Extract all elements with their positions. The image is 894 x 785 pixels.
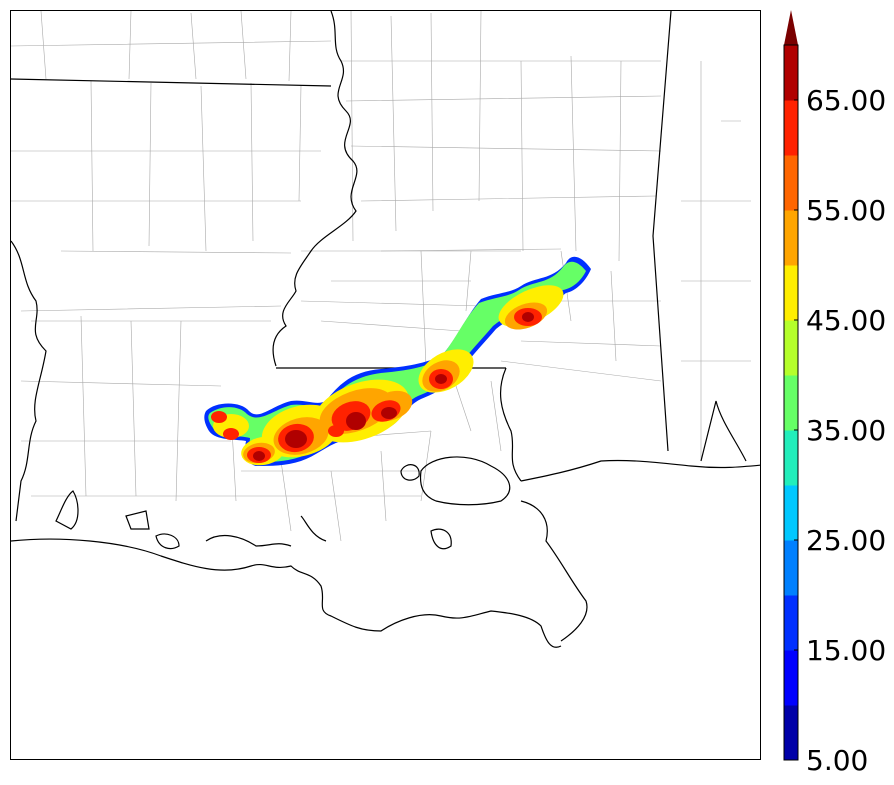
colorbar-band [784,705,798,761]
reflectivity-cell [253,451,265,461]
county-lines [11,11,751,542]
reflectivity-cell [223,428,239,440]
colorbar-band [784,155,798,211]
colorbar: 5.00 15.00 25.00 35.00 45.00 55.00 65.00 [783,10,886,777]
reflectivity-cell [381,407,397,419]
map-panel [10,10,761,760]
colorbar-tick-label: 55.00 [806,194,886,227]
colorbar-band [784,540,798,596]
colorbar-tick-label: 65.00 [806,84,886,117]
reflectivity-swath [204,256,591,466]
reflectivity-cell [328,425,344,437]
radar-map [11,11,760,648]
colorbar-tick-label: 25.00 [806,524,886,557]
reflectivity-cell [211,411,227,423]
colorbar-band [784,320,798,376]
colorbar-outline [783,44,799,761]
colorbar-band [784,45,798,101]
colorbar-tick-label: 5.00 [806,744,868,777]
reflectivity-cell [522,312,534,322]
colorbar-tick-label: 45.00 [806,304,886,337]
state-boundaries [11,11,760,648]
colorbar-tick-label: 15.00 [806,634,886,667]
colorbar-band [784,430,798,486]
colorbar-bands [784,45,798,761]
reflectivity-cell [285,430,307,448]
colorbar-band [784,375,798,431]
colorbar-band [784,595,798,651]
colorbar-ticks: 5.00 15.00 25.00 35.00 45.00 55.00 65.00 [794,84,886,777]
colorbar-extend-arrow [784,10,798,45]
colorbar-band [784,485,798,541]
colorbar-band [784,100,798,156]
colorbar-band [784,265,798,321]
colorbar-tick-label: 35.00 [806,414,886,447]
colorbar-band [784,650,798,706]
reflectivity-cell [435,374,447,384]
colorbar-band [784,210,798,266]
reflectivity-cell [346,412,366,430]
